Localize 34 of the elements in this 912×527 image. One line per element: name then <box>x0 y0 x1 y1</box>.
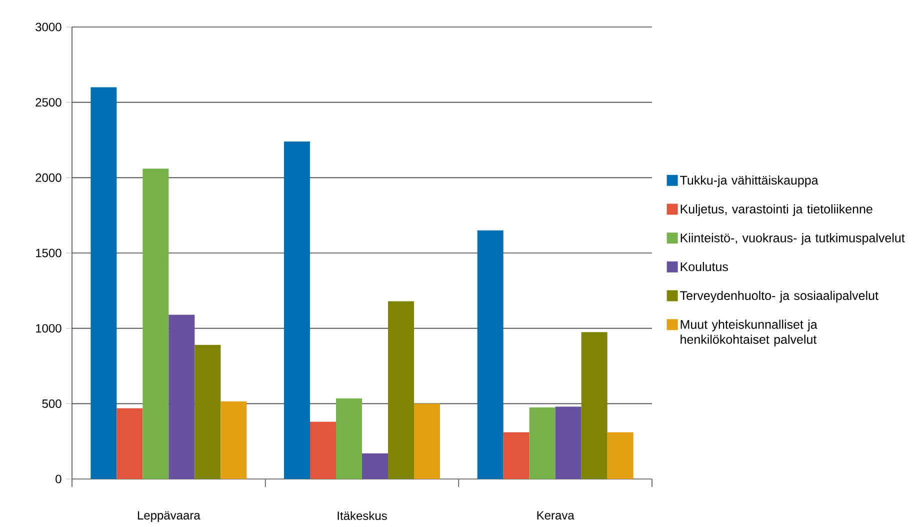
y-tick-label: 0 <box>56 474 62 484</box>
bar <box>336 398 362 479</box>
bar <box>503 432 530 479</box>
y-tick-label: 500 <box>42 399 62 408</box>
y-tick-label: 2500 <box>36 98 62 107</box>
y-tick-label: 3000 <box>36 22 62 32</box>
bar <box>362 453 388 479</box>
legend-label: Muut yhteiskunnalliset ja henkilökohtaiset palvelut <box>680 320 818 346</box>
bar <box>142 168 169 479</box>
legend-label: Tukku-ja vähittäiskauppa <box>680 175 818 188</box>
legend-label: Kuljetus, varastointi ja tietoliikenne <box>680 204 872 216</box>
bar <box>414 404 440 479</box>
bar <box>477 230 504 479</box>
y-tick-label: 1500 <box>36 248 62 258</box>
x-tick-label: Kerava <box>537 511 574 520</box>
legend-label: Kiinteistö-, vuokraus- ja tutkimuspalvelut <box>680 233 905 245</box>
bar <box>220 401 247 479</box>
bar <box>194 344 221 479</box>
bar <box>310 422 336 479</box>
bar <box>581 332 608 479</box>
x-tick-label: Itäkeskus <box>338 511 387 520</box>
bar <box>284 142 310 479</box>
bar <box>116 408 143 479</box>
legend-label: Koulutus <box>680 262 728 272</box>
bar <box>555 406 582 479</box>
y-tick-label: 1000 <box>36 324 62 333</box>
bar <box>607 432 634 479</box>
bar <box>388 301 414 479</box>
bar <box>529 407 556 479</box>
bar <box>90 87 117 479</box>
x-tick-label: Leppävaara <box>138 511 200 522</box>
y-tick-label: 2000 <box>36 173 62 182</box>
legend-label: Terveydenhuolto- ja sosiaalipalvelut <box>680 290 878 302</box>
bar <box>168 314 195 479</box>
